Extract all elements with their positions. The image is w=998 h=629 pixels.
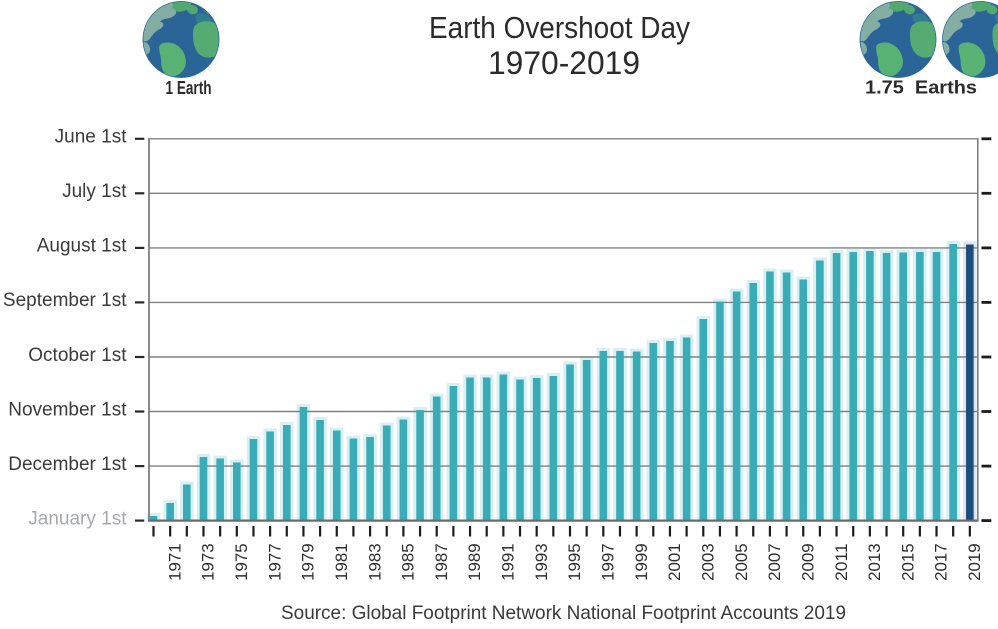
svg-text:2003: 2003	[698, 543, 717, 581]
svg-text:Earth Overshoot Day: Earth Overshoot Day	[429, 10, 690, 45]
svg-text:September 1st: September 1st	[3, 290, 127, 311]
svg-text:1987: 1987	[432, 543, 451, 581]
svg-text:1979: 1979	[299, 543, 318, 581]
svg-text:1970-2019: 1970-2019	[488, 45, 640, 81]
svg-text:1977: 1977	[265, 543, 284, 581]
svg-text:1975: 1975	[232, 543, 251, 581]
svg-text:2011: 2011	[832, 543, 851, 581]
svg-text:1999: 1999	[632, 543, 651, 581]
svg-text:1981: 1981	[332, 543, 351, 581]
svg-text:1993: 1993	[532, 543, 551, 581]
svg-text:August 1st: August 1st	[37, 236, 127, 257]
svg-text:2013: 2013	[865, 543, 884, 581]
svg-text:1971: 1971	[165, 543, 184, 581]
svg-text:2015: 2015	[898, 543, 917, 581]
svg-text:1995: 1995	[565, 543, 584, 581]
svg-text:Source: Global Footprint Netwo: Source: Global Footprint Network Nationa…	[281, 602, 846, 624]
svg-text:January 1st: January 1st	[28, 508, 127, 529]
svg-text:November 1st: November 1st	[8, 399, 127, 420]
svg-text:October 1st: October 1st	[28, 345, 127, 366]
svg-text:July 1st: July 1st	[62, 181, 127, 202]
svg-text:1997: 1997	[599, 543, 618, 581]
svg-text:1991: 1991	[499, 543, 518, 581]
svg-text:1983: 1983	[365, 543, 384, 581]
svg-text:2017: 2017	[932, 543, 951, 581]
svg-text:1.75 Earths: 1.75 Earths	[865, 77, 977, 98]
svg-text:June 1st: June 1st	[55, 127, 128, 148]
svg-text:December 1st: December 1st	[8, 454, 127, 475]
svg-text:2005: 2005	[732, 543, 751, 581]
svg-text:2009: 2009	[798, 543, 817, 581]
svg-text:1973: 1973	[199, 543, 218, 581]
svg-text:2001: 2001	[665, 543, 684, 581]
svg-text:1 Earth: 1 Earth	[166, 77, 212, 98]
svg-text:2019: 2019	[965, 543, 984, 581]
svg-text:1985: 1985	[399, 543, 418, 581]
svg-text:2007: 2007	[765, 543, 784, 581]
svg-text:1989: 1989	[465, 543, 484, 581]
